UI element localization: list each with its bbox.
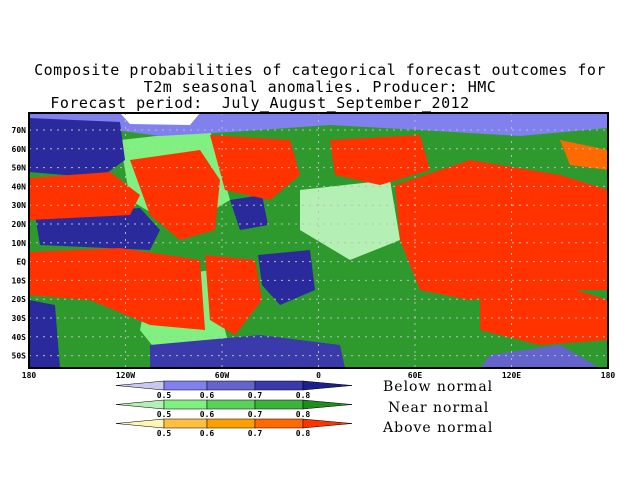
lon-label: 120E [502, 371, 521, 380]
legend-arrow-left [115, 399, 165, 410]
lon-label: 180 [22, 371, 37, 380]
lat-label: 40S [12, 333, 27, 342]
legend-swatch [254, 418, 304, 429]
region-above-samerica [205, 255, 262, 335]
legend-arrow-left [115, 380, 165, 391]
legend-tick: 0.6 [200, 391, 215, 400]
legend-swatch [206, 399, 256, 410]
lat-label: 50N [12, 164, 27, 173]
region-below-natlantic [230, 195, 268, 230]
region-below-satlantic [258, 250, 315, 305]
lat-label: 10N [12, 239, 27, 248]
lat-label: 30N [12, 201, 27, 210]
map-frame [28, 112, 609, 369]
legend-tick: 0.5 [157, 410, 172, 419]
legend-arrow-right [302, 418, 353, 429]
lon-label: 60W [215, 371, 230, 380]
legend-tick: 0.8 [296, 429, 311, 438]
legend-swatch [206, 418, 256, 429]
region-no-signal [120, 113, 200, 125]
region-above-asia-indian [395, 160, 608, 300]
legend-tick: 0.8 [296, 410, 311, 419]
lon-label: 0 [316, 371, 321, 380]
region-above-spacific [29, 248, 205, 330]
legend-label-above: Above normal [383, 420, 494, 436]
legend-label-near: Near normal [388, 400, 490, 416]
lon-label: 120W [116, 371, 135, 380]
legend-tick: 0.6 [200, 410, 215, 419]
legend-tick: 0.6 [200, 429, 215, 438]
lat-label: 70N [12, 126, 27, 135]
lat-label: 20N [12, 220, 27, 229]
region-below-epacific [35, 208, 160, 250]
lon-label: 180 [601, 371, 616, 380]
region-near-light [300, 180, 400, 260]
legend-swatch [163, 380, 208, 391]
legend-tick: 0.7 [248, 429, 263, 438]
lat-label: 60N [12, 145, 27, 154]
legend-tick: 0.5 [157, 429, 172, 438]
lat-label: 50S [12, 352, 27, 361]
region-below-npacific [29, 118, 125, 178]
legend-swatch [163, 399, 208, 410]
region-above-namerica [130, 150, 220, 240]
lon-label: 60E [408, 371, 423, 380]
legend-swatch [254, 380, 304, 391]
lat-label: EQ [16, 258, 26, 267]
region-below-southern [150, 335, 345, 368]
legend-swatch [254, 399, 304, 410]
title-line-2: T2m seasonal anomalies. Producer: HMC [143, 78, 497, 96]
lat-label: 40N [12, 182, 27, 191]
lat-label: 10S [12, 276, 27, 285]
legend-swatch [163, 418, 208, 429]
legend-tick: 0.7 [248, 410, 263, 419]
region-above-npacific [29, 172, 140, 220]
lat-label: 20S [12, 295, 27, 304]
legend-arrow-right [302, 399, 353, 410]
legend-label-below: Below normal [383, 379, 494, 395]
lat-label: 30S [12, 314, 27, 323]
region-above-russia [330, 135, 430, 185]
legend-tick: 0.5 [157, 391, 172, 400]
region-above-nepacific [560, 140, 608, 170]
legend-swatch [206, 380, 256, 391]
title-line-1: Composite probabilities of categorical f… [34, 61, 606, 79]
region-below-spacific [29, 300, 60, 368]
title-line-3: Forecast period: July_August_September_2… [50, 94, 470, 112]
legend-arrow-left [115, 418, 165, 429]
region-below-southern [480, 345, 600, 368]
legend-tick: 0.7 [248, 391, 263, 400]
legend-tick: 0.8 [296, 391, 311, 400]
legend-arrow-right [302, 380, 353, 391]
